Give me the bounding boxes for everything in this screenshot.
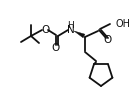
Text: OH: OH xyxy=(115,19,130,29)
Polygon shape xyxy=(74,31,85,38)
Text: O: O xyxy=(41,25,49,35)
Text: O: O xyxy=(51,43,59,53)
Text: H: H xyxy=(68,22,74,31)
Text: O: O xyxy=(103,35,111,45)
Text: N: N xyxy=(67,25,75,35)
